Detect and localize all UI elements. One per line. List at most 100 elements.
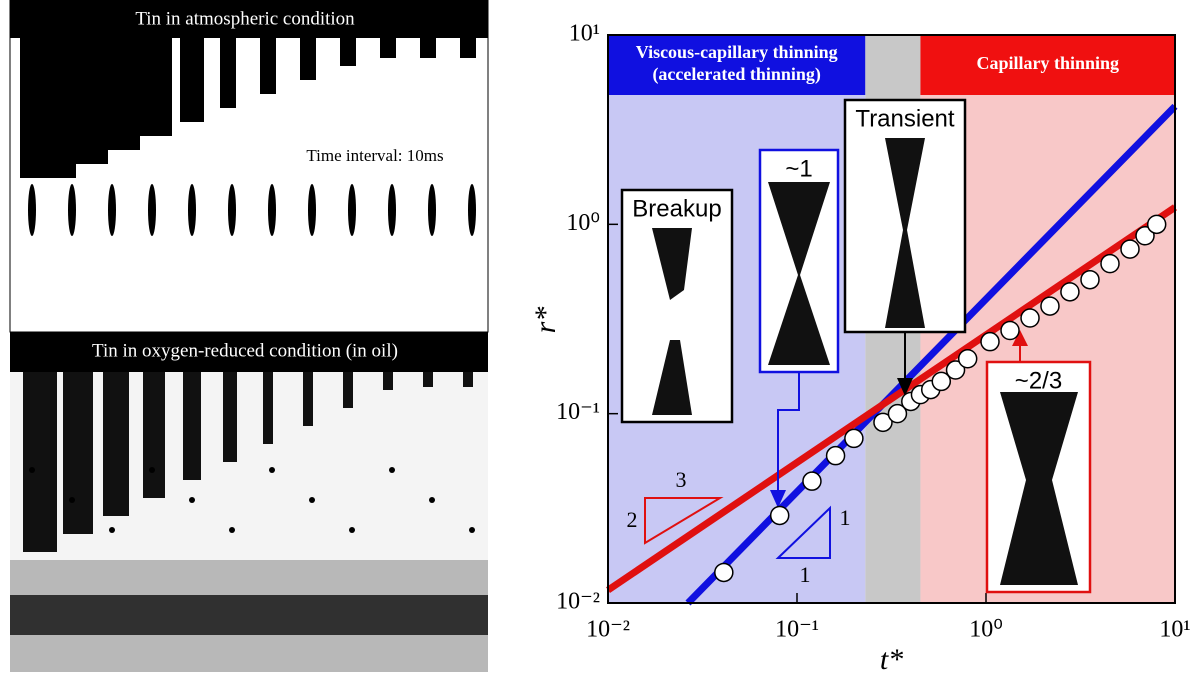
y-tick-label: 10⁰ bbox=[566, 210, 600, 236]
metal-column bbox=[380, 38, 396, 58]
metal-drop bbox=[149, 467, 155, 473]
region-label: Capillary thinning bbox=[976, 53, 1119, 73]
metal-column bbox=[180, 38, 204, 122]
metal-column bbox=[343, 372, 353, 408]
metal-column bbox=[140, 38, 172, 136]
data-point bbox=[887, 403, 908, 424]
top-photo-header bbox=[10, 0, 488, 38]
region-label: (accelerated thinning) bbox=[652, 64, 820, 85]
metal-drop bbox=[229, 527, 235, 533]
transient-inset-label: Transient bbox=[855, 105, 954, 132]
data-point bbox=[980, 331, 1000, 352]
metal-drop bbox=[388, 184, 396, 236]
metal-column bbox=[223, 372, 237, 462]
metal-drop bbox=[108, 184, 116, 236]
metal-column bbox=[300, 38, 316, 80]
metal-column bbox=[463, 372, 473, 387]
y-axis-label: r* bbox=[529, 307, 562, 334]
data-point bbox=[873, 412, 893, 433]
fit-line bbox=[606, 204, 1177, 593]
metal-column bbox=[183, 372, 201, 480]
metal-column bbox=[340, 38, 356, 66]
data-point bbox=[1000, 320, 1020, 341]
data-point bbox=[957, 349, 978, 369]
data-point bbox=[1146, 214, 1167, 235]
metal-column bbox=[220, 38, 236, 108]
data-point bbox=[1040, 296, 1060, 316]
data-point bbox=[825, 445, 846, 466]
transient-inset-image bbox=[885, 138, 925, 328]
data-point bbox=[931, 371, 952, 392]
slope-label: 2 bbox=[627, 507, 638, 532]
metal-drop bbox=[148, 184, 156, 236]
data-point bbox=[1100, 253, 1120, 274]
metal-drop bbox=[269, 467, 275, 473]
x-tick-label: 10¹ bbox=[1159, 617, 1190, 643]
metal-drop bbox=[29, 467, 35, 473]
metal-column bbox=[263, 372, 273, 444]
y-tick-label: 10⁻¹ bbox=[556, 399, 600, 425]
data-point bbox=[1080, 269, 1100, 290]
x-axis-label: t* bbox=[880, 643, 903, 676]
metal-drop bbox=[348, 184, 356, 236]
metal-column bbox=[100, 38, 140, 150]
fit-line bbox=[685, 103, 1178, 606]
metal-drop bbox=[429, 497, 435, 503]
two-thirds-inset-label: ~2/3 bbox=[1015, 367, 1062, 394]
y-tick-label: 10⁻² bbox=[556, 589, 600, 615]
metal-drop bbox=[349, 527, 355, 533]
metal-drop bbox=[28, 184, 36, 236]
breakup-inset-image bbox=[652, 228, 692, 415]
bottom-photo-header bbox=[10, 332, 488, 372]
metal-drop bbox=[228, 184, 236, 236]
breakup-inset-label: Breakup bbox=[632, 195, 721, 222]
plot-frame bbox=[607, 34, 1176, 604]
data-point bbox=[945, 360, 966, 380]
arrowhead bbox=[770, 490, 786, 508]
metal-drop bbox=[389, 467, 395, 473]
arrowhead bbox=[897, 378, 913, 396]
metal-drop bbox=[268, 184, 276, 236]
region-header bbox=[865, 35, 921, 95]
metal-column bbox=[420, 38, 436, 58]
data-point bbox=[714, 562, 734, 583]
metal-column bbox=[103, 372, 129, 516]
x-tick-label: 10⁻² bbox=[586, 617, 630, 643]
metal-drop bbox=[308, 184, 316, 236]
region-header bbox=[920, 35, 1175, 95]
data-point bbox=[769, 505, 790, 526]
data-point bbox=[1020, 308, 1040, 328]
metal-column bbox=[460, 38, 476, 58]
region-label: Viscous-capillary thinning bbox=[636, 42, 838, 62]
metal-column bbox=[23, 372, 57, 552]
metal-drop bbox=[68, 184, 76, 236]
slope-label: 3 bbox=[676, 467, 687, 492]
metal-drop bbox=[69, 497, 75, 503]
photo-panels: Tin in atmospheric condition Time interv… bbox=[9, 0, 489, 672]
metal-column bbox=[143, 372, 165, 498]
metal-drop bbox=[188, 184, 196, 236]
x-tick-label: 10⁻¹ bbox=[775, 617, 819, 643]
data-point bbox=[1120, 239, 1140, 259]
chart: Viscous-capillary thinning(accelerated t… bbox=[529, 21, 1191, 676]
arrowhead bbox=[1012, 330, 1028, 346]
time-note: Time interval: 10ms bbox=[306, 146, 443, 165]
slope-triangle bbox=[775, 505, 831, 559]
region-header bbox=[608, 35, 866, 95]
slope-one-inset-label: ~1 bbox=[785, 155, 812, 182]
two-thirds-inset-image bbox=[1000, 392, 1078, 585]
metal-drop bbox=[469, 527, 475, 533]
metal-column bbox=[260, 38, 276, 94]
data-point bbox=[1135, 226, 1155, 246]
y-tick-label: 10¹ bbox=[569, 21, 600, 47]
x-tick-label: 10⁰ bbox=[969, 617, 1003, 643]
metal-drop bbox=[189, 497, 195, 503]
slope-triangle bbox=[644, 497, 724, 545]
metal-column bbox=[383, 372, 393, 390]
slope-label: 1 bbox=[840, 505, 851, 530]
data-point bbox=[1060, 282, 1080, 302]
oil-surface bbox=[10, 595, 488, 635]
metal-drop bbox=[309, 497, 315, 503]
